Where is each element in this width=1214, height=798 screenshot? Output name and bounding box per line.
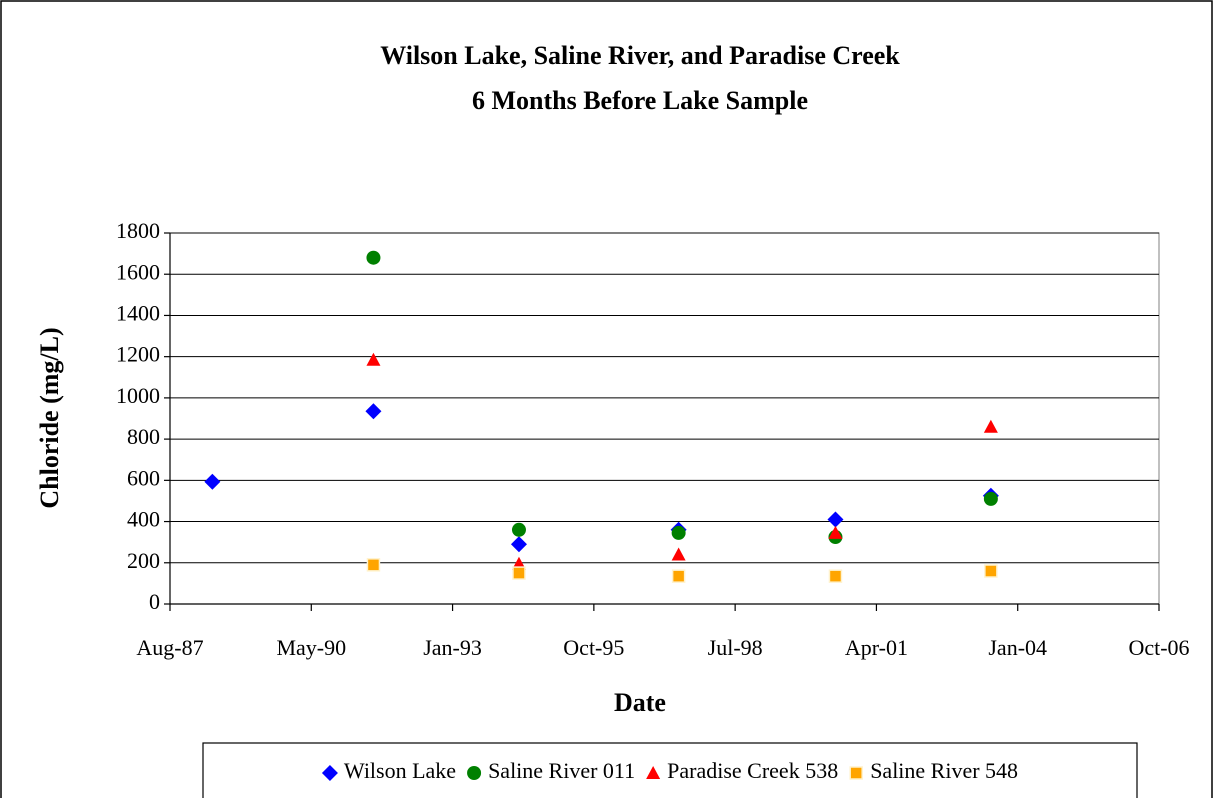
- marker-square: [984, 564, 998, 578]
- marker-square: [828, 569, 843, 583]
- marker-circle: [366, 250, 381, 265]
- plot-area: [169, 232, 1160, 605]
- marker-circle: [511, 522, 526, 537]
- y-tick-label: 0: [149, 589, 160, 614]
- x-tick-label: May-90: [276, 635, 346, 660]
- marker-diamond: [204, 473, 221, 490]
- y-tick-label: 1600: [116, 259, 160, 284]
- chart-title: Wilson Lake, Saline River, and Paradise …: [380, 41, 900, 70]
- marker-square: [671, 569, 686, 583]
- y-tick-label: 200: [127, 548, 160, 573]
- x-tick-label: Jan-04: [988, 635, 1047, 660]
- legend-box: [202, 742, 1138, 798]
- legend-label: Paradise Creek 538: [667, 758, 838, 783]
- y-tick-label: 1200: [116, 342, 160, 367]
- y-tick-label: 600: [127, 465, 160, 490]
- marker-square: [849, 766, 863, 780]
- marker-square: [512, 566, 526, 580]
- legend-label: Wilson Lake: [344, 758, 456, 783]
- x-tick-label: Oct-06: [1128, 635, 1189, 660]
- y-tick-label: 1000: [116, 383, 160, 408]
- legend: Wilson Lake Saline River 011 Paradise Cree…: [321, 758, 1018, 783]
- legend-label: Saline River 548: [870, 758, 1018, 783]
- marker-diamond: [321, 765, 338, 781]
- marker-circle: [467, 766, 482, 780]
- y-tick-label: 800: [127, 424, 160, 449]
- x-axis-label: Date: [614, 688, 666, 717]
- chart-subtitle: 6 Months Before Lake Sample: [472, 86, 808, 115]
- marker-diamond: [827, 511, 844, 528]
- marker-triangle: [646, 766, 661, 779]
- legend-label: Saline River 011: [488, 758, 635, 783]
- marker-triangle: [983, 419, 998, 433]
- marker-diamond: [365, 403, 382, 420]
- x-tick-label: Oct-95: [563, 635, 624, 660]
- y-tick-label: 1400: [116, 300, 160, 325]
- marker-diamond: [510, 536, 527, 553]
- marker-circle: [983, 491, 998, 506]
- x-tick-label: Jul-98: [708, 635, 763, 660]
- x-tick-label: Apr-01: [845, 635, 908, 660]
- marker-triangle: [671, 547, 686, 561]
- marker-circle: [671, 525, 686, 540]
- marker-triangle: [828, 525, 843, 539]
- x-tick-label: Jan-93: [423, 635, 482, 660]
- x-tick-label: Aug-87: [136, 635, 203, 660]
- y-tick-label: 400: [127, 507, 160, 532]
- marker-square: [366, 558, 381, 572]
- y-tick-label: 1800: [116, 218, 160, 243]
- marker-triangle: [366, 352, 381, 366]
- y-axis-label: Chloride (mg/L): [35, 327, 64, 508]
